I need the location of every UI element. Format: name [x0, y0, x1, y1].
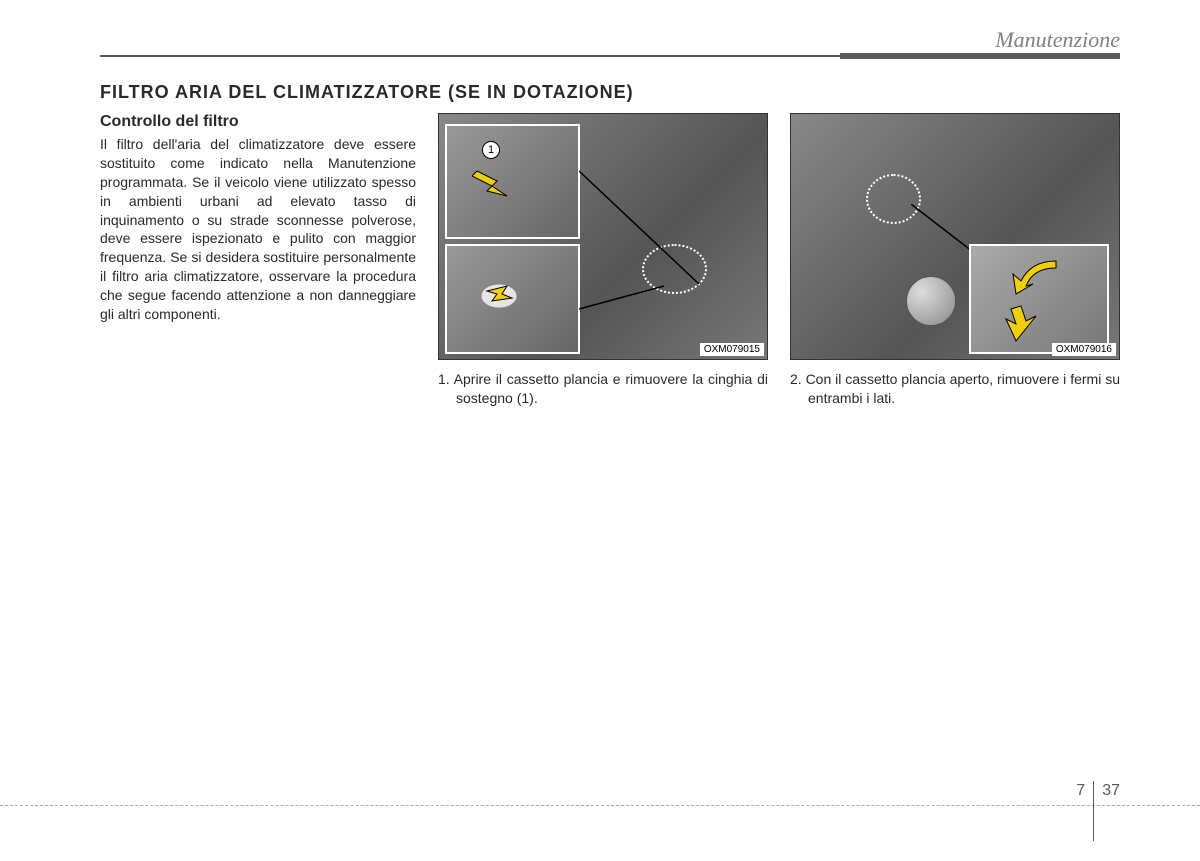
header-section: Manutenzione	[100, 55, 1120, 57]
content-area: Controllo del filtro Il filtro dell'aria…	[0, 113, 1200, 408]
body-text: Il filtro dell'aria del climatizzatore d…	[100, 135, 416, 324]
inset-bottom	[445, 244, 580, 354]
figure-column-1: 1 OXM079015	[438, 113, 768, 408]
curved-arrow-icon	[1011, 256, 1071, 301]
chapter-number: 7	[1076, 782, 1085, 800]
figure-image-1: 1 OXM079015	[438, 113, 768, 360]
arrow-icon	[472, 166, 512, 201]
figure-image-2: OXM079016	[790, 113, 1120, 360]
section-title: FILTRO ARIA DEL CLIMATIZZATORE (SE IN DO…	[100, 82, 1120, 103]
subtitle: Controllo del filtro	[100, 113, 416, 131]
page-container: Manutenzione FILTRO ARIA DEL CLIMATIZZAT…	[0, 0, 1200, 861]
page-number-value: 37	[1102, 782, 1120, 800]
image-code: OXM079015	[700, 343, 764, 356]
inset-top: 1	[445, 124, 580, 239]
header-rule	[100, 55, 1120, 57]
page-divider	[1093, 781, 1094, 841]
leader-line	[579, 169, 709, 299]
knob-shape	[906, 276, 956, 326]
chapter-title: Manutenzione	[995, 27, 1120, 53]
leader-line	[579, 284, 669, 314]
footer-area: 7 37	[0, 805, 1200, 821]
inset-detail	[969, 244, 1109, 354]
text-column: Controllo del filtro Il filtro dell'aria…	[100, 113, 416, 408]
image-code: OXM079016	[1052, 343, 1116, 356]
dashed-divider	[0, 805, 1200, 806]
arrow-icon	[477, 276, 522, 316]
figure-caption-1: 1. Aprire il cassetto plancia e rimuover…	[438, 370, 768, 408]
arrow-icon	[991, 301, 1041, 346]
figure-column-2: OXM079016 2. Con il cassetto plancia ape…	[790, 113, 1120, 408]
figure-caption-2: 2. Con il cassetto plancia aperto, rimuo…	[790, 370, 1120, 408]
callout-1: 1	[482, 141, 500, 159]
page-number: 7 37	[1076, 761, 1120, 821]
